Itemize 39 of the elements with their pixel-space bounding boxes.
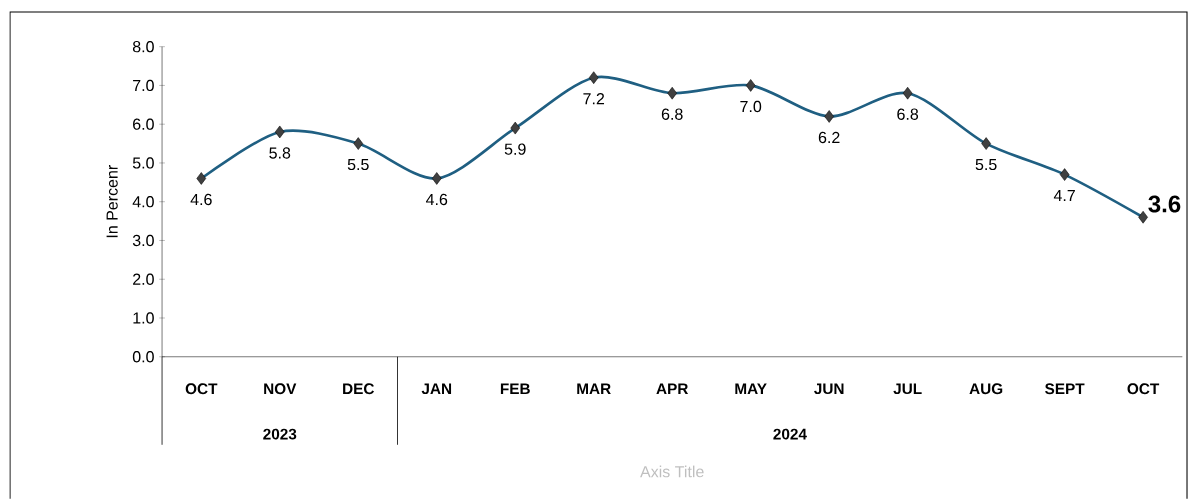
data-label: 7.0	[740, 100, 762, 113]
y-tick-label: 0.0	[132, 351, 154, 363]
text: 2024	[773, 428, 807, 440]
x-tick-label: DEC	[343, 383, 375, 395]
x-tick-label: FEB	[500, 383, 530, 395]
y-tick-label: 8.0	[132, 41, 154, 53]
x-tick-label: OCT	[185, 383, 218, 395]
data-label: 4.7	[1053, 190, 1075, 202]
y-tick-label: 3.0	[132, 234, 154, 247]
text: 2023	[263, 428, 297, 440]
data-label: 7.2	[583, 93, 605, 105]
x-tick-label: JUN	[814, 383, 844, 395]
x-axis-title: Axis Title	[640, 465, 704, 478]
data-label: 5.5	[975, 159, 997, 171]
data-label: 5.8	[269, 147, 291, 159]
data-label: 3.6	[1148, 195, 1181, 213]
x-tick-label: AUG	[969, 383, 1003, 395]
x-tick-label: APR	[656, 383, 689, 395]
data-label: 5.5	[347, 159, 369, 171]
y-tick-label: 1.0	[133, 312, 154, 324]
y-tick-label: 7.0	[133, 79, 154, 92]
x-tick-label: MAY	[735, 383, 767, 395]
y-axis-title: In Percenr	[106, 165, 118, 238]
y-tick-label: 2.0	[133, 273, 154, 285]
x-tick-label: OCT	[1127, 383, 1160, 395]
x-tick-label: NOV	[264, 383, 297, 395]
x-tick-label: SEPT	[1045, 383, 1085, 395]
data-label: 4.6	[426, 193, 448, 206]
data-label: 6.8	[661, 108, 683, 120]
data-label: 6.2	[818, 131, 840, 144]
x-tick-label: JAN	[421, 383, 452, 395]
x-tick-label: JUL	[893, 383, 922, 395]
y-tick-label: 6.0	[133, 118, 154, 130]
y-tick-label: 5.0	[132, 157, 154, 169]
data-label: 6.8	[897, 108, 919, 120]
y-tick-label: 4.0	[132, 196, 154, 208]
data-label: 5.9	[504, 143, 526, 155]
data-label: 4.6	[190, 193, 212, 206]
x-tick-label: MAR	[577, 383, 611, 395]
